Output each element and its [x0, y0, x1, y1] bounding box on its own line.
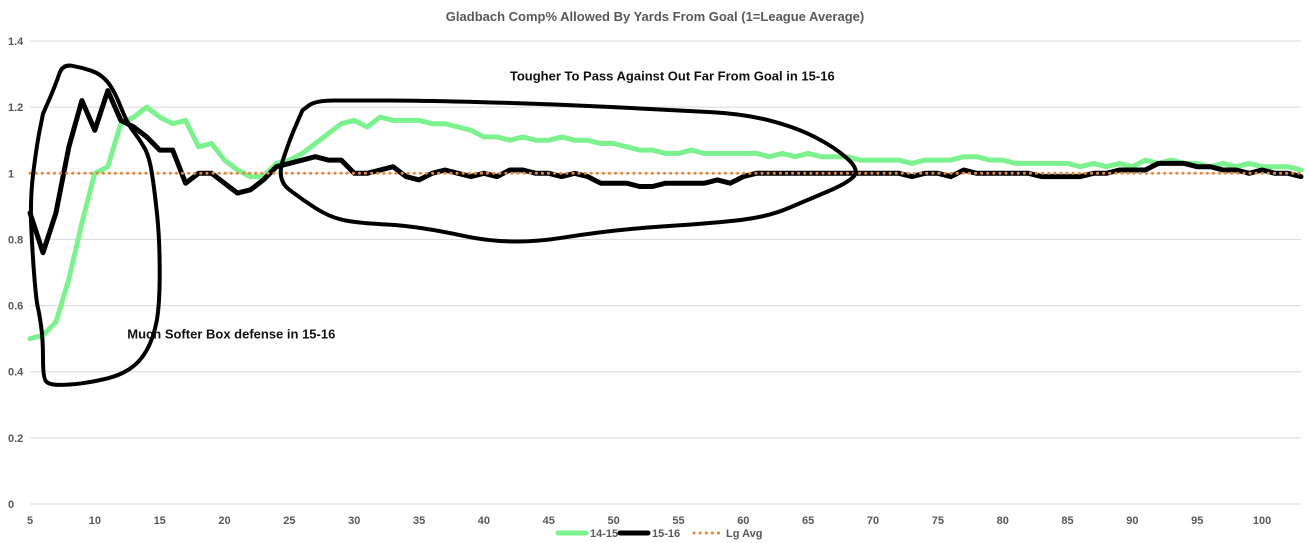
- x-tick-label: 15: [154, 515, 166, 527]
- x-tick-label: 45: [543, 515, 555, 527]
- x-tick-label: 100: [1253, 515, 1271, 527]
- x-tick-label: 40: [478, 515, 490, 527]
- legend-label-lg-avg: Lg Avg: [726, 528, 762, 540]
- x-tick-label: 95: [1191, 515, 1203, 527]
- y-tick-label: 0.6: [8, 301, 23, 313]
- x-tick-label: 75: [932, 515, 944, 527]
- y-tick-label: 0.4: [8, 367, 24, 379]
- x-tick-label: 55: [672, 515, 684, 527]
- legend-label-14-15: 14-15: [590, 528, 618, 540]
- x-tick-label: 5: [27, 515, 33, 527]
- x-tick-label: 50: [607, 515, 619, 527]
- y-tick-label: 0.8: [8, 234, 23, 246]
- annotation-layer: Tougher To Pass Against Out Far From Goa…: [28, 63, 858, 387]
- legend-label-15-16: 15-16: [652, 528, 680, 540]
- x-tick-label: 65: [802, 515, 814, 527]
- x-tick-label: 10: [89, 515, 101, 527]
- annotation-outline-1: [278, 98, 858, 244]
- x-tick-label: 20: [218, 515, 230, 527]
- annotation-text-1: Tougher To Pass Against Out Far From Goa…: [510, 69, 835, 84]
- annotation-text-2: Much Softer Box defense in 15-16: [127, 327, 335, 342]
- x-axis-tick-labels: 5 10 15 20 25 30 35 40 45 50 55 60 65 70 75 80 85 90 95 100: [27, 515, 1271, 527]
- legend: 14-15 15-16 Lg Avg: [555, 528, 762, 540]
- x-tick-label: 30: [348, 515, 360, 527]
- y-tick-label: 1: [8, 168, 14, 180]
- y-axis-tick-labels: 0 0.2 0.4 0.6 0.8 1 1.2 1.4: [8, 36, 24, 511]
- x-tick-label: 80: [997, 515, 1009, 527]
- x-tick-label: 25: [283, 515, 295, 527]
- chart-title: Gladbach Comp% Allowed By Yards From Goa…: [446, 9, 864, 24]
- x-tick-label: 35: [413, 515, 425, 527]
- x-tick-label: 70: [867, 515, 879, 527]
- series-line-15-16: [27, 88, 1304, 256]
- y-tick-label: 1.4: [8, 36, 24, 48]
- series-line-14-15: [27, 104, 1304, 342]
- annotation-outline-2: [28, 63, 162, 387]
- x-tick-label: 60: [737, 515, 749, 527]
- x-tick-label: 90: [1126, 515, 1138, 527]
- x-tick-label: 85: [1061, 515, 1073, 527]
- y-tick-label: 0: [8, 499, 14, 511]
- y-tick-label: 1.2: [8, 102, 23, 114]
- y-tick-label: 0.2: [8, 433, 23, 445]
- series-layer: [27, 88, 1304, 342]
